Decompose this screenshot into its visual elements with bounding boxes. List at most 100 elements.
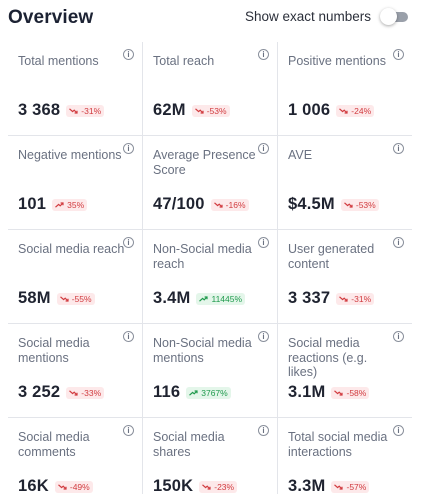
change-badge: 11445% [196, 292, 246, 305]
metric-value: 3 337 [288, 289, 331, 307]
change-badge: -53% [191, 104, 230, 117]
metric-value-row: 3 252 -33% [18, 383, 105, 402]
toggle-label: Show exact numbers [244, 8, 371, 24]
info-icon[interactable]: i [393, 237, 404, 248]
change-percent: -31% [351, 293, 372, 304]
change-percent: -31% [81, 105, 102, 116]
change-badge: 3767% [186, 386, 231, 399]
change-badge: -57% [331, 480, 370, 493]
metric-label: Positive mentions [288, 54, 386, 68]
change-badge: -31% [336, 292, 375, 305]
trend-down-icon [57, 483, 67, 490]
metric-card: Social media reactions (e.g. likes) i 3.1M… [278, 324, 412, 418]
change-percent: 35% [67, 199, 85, 210]
metric-card: Negative mentions i 101 35% [8, 136, 142, 230]
change-percent: -53% [355, 199, 376, 210]
info-icon[interactable]: i [123, 49, 134, 60]
change-badge: -16% [210, 198, 249, 211]
metric-value: 150K [153, 477, 194, 495]
change-badge: -23% [199, 480, 238, 493]
metric-value-row: 1 006 -24% [288, 101, 375, 120]
info-icon[interactable]: i [393, 49, 404, 60]
change-percent: -53% [206, 105, 227, 116]
info-icon[interactable]: i [258, 425, 269, 436]
metric-value-row: 62M -53% [153, 101, 230, 120]
trend-down-icon [343, 201, 353, 208]
metric-value-row: 150K -23% [153, 477, 238, 496]
metric-card: Positive mentions i 1 006 -24% [278, 42, 412, 136]
metric-card: Social media shares i 150K -23% [143, 418, 277, 500]
metric-value-row: 16K -49% [18, 477, 93, 496]
change-badge: 35% [52, 198, 88, 211]
metric-label: Social media reactions (e.g. likes) [288, 336, 368, 379]
metric-value-row: 3 368 -31% [18, 101, 105, 120]
trend-down-icon [59, 295, 69, 302]
metric-label: AVE [288, 148, 313, 162]
metric-value: 16K [18, 477, 49, 495]
change-percent: 11445% [211, 293, 243, 304]
info-icon[interactable]: i [123, 425, 134, 436]
metric-label: Non-Social media mentions [153, 336, 252, 365]
trend-up-icon [189, 389, 198, 396]
metric-label: Total reach [153, 54, 215, 68]
info-icon[interactable]: i [258, 331, 269, 342]
change-badge: -49% [54, 480, 93, 493]
exact-numbers-toggle-group: Show exact numbers [244, 8, 408, 25]
info-icon[interactable]: i [393, 143, 404, 154]
metric-card: Total social media interactions i 3.3M -57% [278, 418, 412, 500]
change-badge: -53% [340, 198, 379, 211]
grid-divider-horizontal [8, 417, 412, 418]
trend-down-icon [69, 389, 78, 396]
info-icon[interactable]: i [123, 237, 134, 248]
info-icon[interactable]: i [258, 49, 269, 60]
metric-card: Total mentions i 3 368 -31% [8, 42, 142, 136]
metric-value: 3 252 [18, 383, 61, 401]
trend-down-icon [202, 483, 211, 490]
metric-value-row: 116 3767% [153, 383, 231, 402]
trend-down-icon [213, 201, 223, 208]
info-icon[interactable]: i [123, 143, 134, 154]
info-icon[interactable]: i [393, 425, 404, 436]
info-icon[interactable]: i [258, 237, 269, 248]
metric-value: 3.4M [153, 289, 191, 307]
change-badge: -24% [336, 104, 375, 117]
metric-card: Social media mentions i 3 252 -33% [8, 324, 142, 418]
info-icon[interactable]: i [258, 143, 269, 154]
metric-value: 47/100 [153, 195, 205, 213]
change-percent: -23% [214, 481, 235, 492]
metric-value: 101 [18, 195, 47, 213]
metric-value-row: 3.4M 11445% [153, 289, 246, 308]
trend-down-icon [69, 107, 78, 114]
metric-card: Total reach i 62M -53% [143, 42, 277, 136]
metric-label: Social media shares [153, 430, 225, 459]
info-icon[interactable]: i [123, 331, 134, 342]
exact-numbers-toggle[interactable] [380, 8, 408, 25]
change-percent: -49% [69, 481, 90, 492]
info-icon[interactable]: i [393, 331, 404, 342]
grid-divider-horizontal [8, 135, 412, 136]
metric-value: $4.5M [288, 195, 335, 213]
metric-label: Average Presence Score [153, 148, 256, 177]
change-badge: -31% [66, 104, 105, 117]
trend-up-icon [55, 201, 64, 208]
metric-card: Average Presence Score i 47/100 -16% [143, 136, 277, 230]
metric-value-row: 3.1M -58% [288, 383, 370, 402]
metric-card: Non-Social media reach i 3.4M 11445% [143, 230, 277, 324]
trend-down-icon [339, 295, 348, 302]
trend-down-icon [339, 107, 348, 114]
metric-card: Social media comments i 16K -49% [8, 418, 142, 500]
trend-down-icon [334, 389, 344, 396]
metric-label: Total social media interactions [288, 430, 388, 459]
metric-value: 116 [153, 383, 181, 401]
metric-label: Total mentions [18, 54, 99, 68]
metric-value-row: $4.5M -53% [288, 195, 379, 214]
change-badge: -55% [56, 292, 95, 305]
metric-value-row: 3 337 -31% [288, 289, 375, 308]
metric-value: 1 006 [288, 101, 331, 119]
change-percent: -33% [81, 387, 102, 398]
change-percent: -24% [351, 105, 372, 116]
grid-divider-horizontal [8, 323, 412, 324]
metric-value-row: 58M -55% [18, 289, 95, 308]
page-title: Overview [8, 7, 94, 28]
metric-value: 62M [153, 101, 186, 119]
